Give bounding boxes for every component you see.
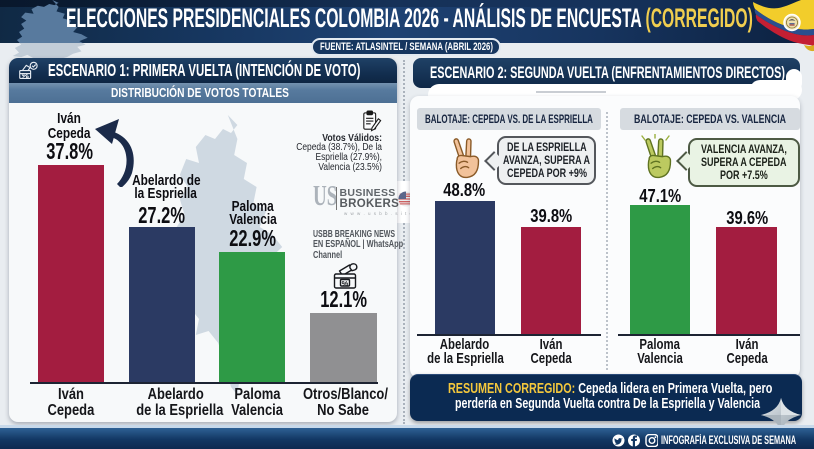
svg-text:%: % xyxy=(342,279,349,288)
